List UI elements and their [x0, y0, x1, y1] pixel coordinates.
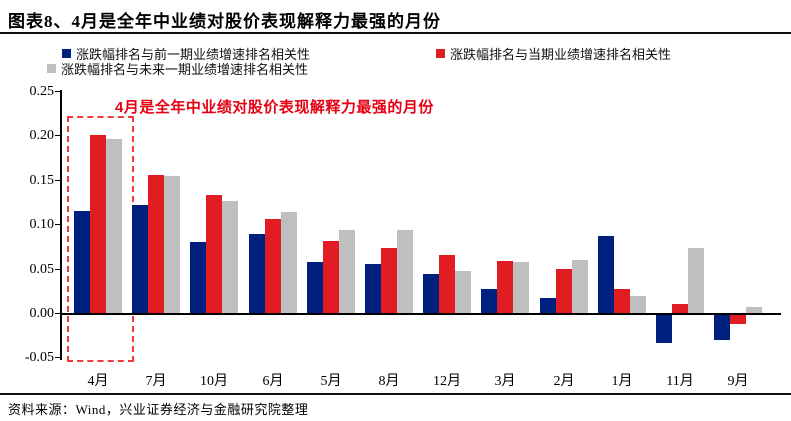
legend-item-current-period: 涨跌幅排名与当期业绩增速排名相关性 [436, 44, 671, 63]
x-tick-label: 10月 [200, 374, 228, 389]
x-tick-label: 11月 [666, 374, 694, 389]
y-tick-mark [55, 179, 60, 181]
bar [614, 289, 630, 313]
legend-swatch-blue-icon [62, 49, 71, 58]
bar [249, 234, 265, 313]
y-tick-label: 0.10 [29, 217, 55, 233]
y-tick-mark [55, 224, 60, 226]
y-tick-label: 0.05 [29, 261, 55, 277]
x-tick-label: 8月 [378, 374, 400, 389]
legend-item-prev-period: 涨跌幅排名与前一期业绩增速排名相关性 [62, 44, 310, 63]
bar [540, 298, 556, 313]
bar [307, 262, 323, 313]
x-tick-label: 7月 [145, 374, 167, 389]
legend-swatch-red-icon [436, 49, 445, 58]
bar [90, 135, 106, 313]
y-tick-mark [55, 268, 60, 270]
bar [714, 315, 730, 340]
x-tick-label: 2月 [553, 374, 575, 389]
bar [397, 230, 413, 313]
bar [206, 195, 222, 313]
bar [222, 201, 238, 313]
title-divider [0, 32, 791, 34]
bar [497, 261, 513, 313]
source-note: 资料来源：Wind，兴业证券经济与金融研究院整理 [8, 402, 309, 417]
bar [265, 219, 281, 313]
y-tick-label: -0.05 [24, 350, 54, 366]
legend-swatch-gray-icon [47, 64, 56, 73]
legend-label-next-period: 涨跌幅排名与未来一期业绩增速排名相关性 [61, 62, 309, 77]
bar [630, 296, 646, 313]
bar [746, 307, 762, 313]
bar [323, 241, 339, 313]
bar [381, 248, 397, 313]
bar [132, 205, 148, 313]
bar [556, 269, 572, 313]
y-tick-mark [55, 91, 60, 92]
bar [148, 175, 164, 313]
x-tick-label: 5月 [320, 374, 342, 389]
legend-item-next-period: 涨跌幅排名与未来一期业绩增速排名相关性 [47, 59, 308, 78]
bar [439, 255, 455, 313]
bar [513, 262, 529, 313]
bar [455, 271, 471, 313]
bar [481, 289, 497, 313]
x-tick-label: 9月 [727, 374, 749, 389]
y-tick-label: 0.00 [29, 306, 55, 321]
bar [164, 176, 180, 313]
y-axis-line [60, 90, 62, 360]
y-tick-label: 0.15 [29, 172, 55, 188]
bar [572, 260, 588, 313]
y-tick-label: 0.25 [29, 84, 55, 99]
y-tick-label: 0.20 [29, 128, 55, 144]
y-tick-mark [55, 135, 60, 137]
page-title: 图表8、4月是全年中业绩对股价表现解释力最强的月份 [8, 12, 441, 31]
footer-divider [0, 393, 791, 395]
bar [190, 242, 206, 313]
x-tick-label: 6月 [262, 374, 284, 389]
bar [74, 211, 90, 313]
legend-label-current-period: 涨跌幅排名与当期业绩增速排名相关性 [450, 47, 672, 62]
x-tick-label: 1月 [611, 374, 633, 389]
y-tick-mark [55, 313, 60, 314]
x-tick-label: 4月 [87, 374, 109, 389]
x-tick-label: 3月 [494, 374, 516, 389]
bar [672, 304, 688, 313]
legend-label-prev-period: 涨跌幅排名与前一期业绩增速排名相关性 [76, 47, 311, 62]
bar [423, 274, 439, 313]
x-axis-baseline [60, 313, 781, 315]
chart-annotation: 4月是全年中业绩对股价表现解释力最强的月份 [115, 99, 434, 116]
bar [598, 236, 614, 313]
bar [656, 315, 672, 343]
bar [688, 248, 704, 313]
y-tick-mark [55, 357, 60, 359]
x-tick-label: 12月 [433, 374, 461, 389]
bar [339, 230, 355, 313]
bar [106, 139, 122, 313]
bar [365, 264, 381, 313]
bar [281, 212, 297, 313]
bar [730, 315, 746, 324]
